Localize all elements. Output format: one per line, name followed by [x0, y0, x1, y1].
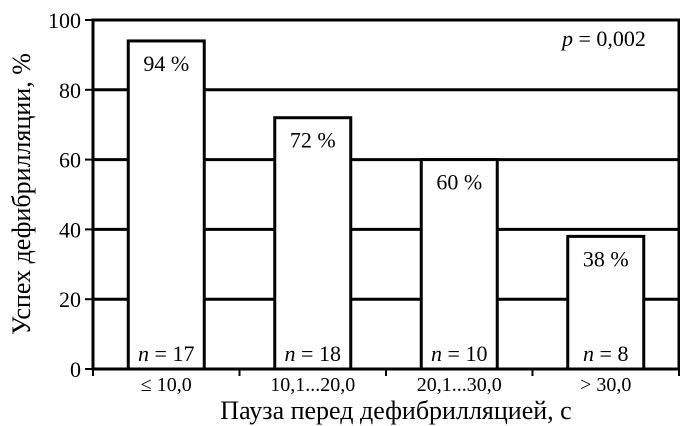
- bar-n-label: n = 17: [138, 341, 194, 366]
- y-tick-label: 80: [59, 78, 81, 103]
- bar-n-label: n = 10: [431, 341, 487, 366]
- x-tick-label: 10,1...20,0: [270, 374, 355, 396]
- p-symbol: p: [560, 26, 573, 51]
- y-axis-ticks: 0 20 40 60 80 100: [48, 8, 93, 382]
- value-labels: 94 % 72 % 60 % 38 %: [143, 51, 628, 271]
- y-tick-label: 0: [70, 357, 81, 382]
- bar-n-label: n = 18: [285, 341, 341, 366]
- x-tick-label: > 30,0: [580, 374, 631, 396]
- p-value-annotation: p = 0,002: [560, 26, 646, 51]
- y-tick-label: 40: [59, 217, 81, 242]
- y-axis-label: Успех дефибрилляции, %: [7, 53, 36, 335]
- y-tick-label: 100: [48, 8, 81, 33]
- bar-value-label: 94 %: [143, 51, 189, 76]
- bar-value-label: 60 %: [436, 170, 482, 195]
- bar: [273, 116, 353, 371]
- p-value: = 0,002: [573, 26, 646, 51]
- y-tick-label: 60: [59, 148, 81, 173]
- bar: [419, 158, 499, 371]
- x-tick-label: 20,1...30,0: [417, 374, 502, 396]
- x-axis-ticks: ≤ 10,0 10,1...20,0 20,1...30,0 > 30,0: [92, 369, 680, 396]
- y-tick-label: 20: [59, 287, 81, 312]
- x-tick-label: ≤ 10,0: [141, 374, 192, 396]
- bar-value-label: 72 %: [290, 128, 336, 153]
- bar: [126, 39, 206, 371]
- x-axis-label: Пауза перед дефибрилляцией, с: [220, 396, 571, 425]
- bar-n-label: n = 8: [583, 341, 628, 366]
- n-labels: n = 17 n = 18 n = 10 n = 8: [138, 341, 628, 366]
- bar-value-label: 38 %: [583, 246, 629, 271]
